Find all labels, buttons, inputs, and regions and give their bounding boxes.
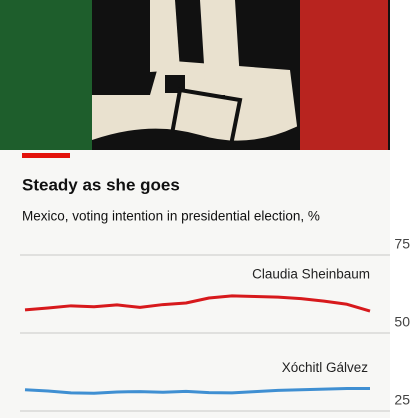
accent-bar: [22, 153, 70, 158]
series-line: [24, 387, 370, 395]
chart-subtitle: Mexico, voting intention in presidential…: [22, 209, 320, 224]
y-tick-label: 75: [394, 236, 410, 252]
series-label: Claudia Sheinbaum: [252, 267, 370, 282]
y-tick-label: 25: [394, 392, 410, 408]
chart-panel: [0, 150, 390, 418]
y-tick-label: 50: [394, 314, 410, 330]
chart-title: Steady as she goes: [22, 175, 180, 194]
series-label: Xóchitl Gálvez: [282, 360, 369, 375]
illustration: [0, 0, 390, 153]
series-line: [24, 294, 371, 313]
